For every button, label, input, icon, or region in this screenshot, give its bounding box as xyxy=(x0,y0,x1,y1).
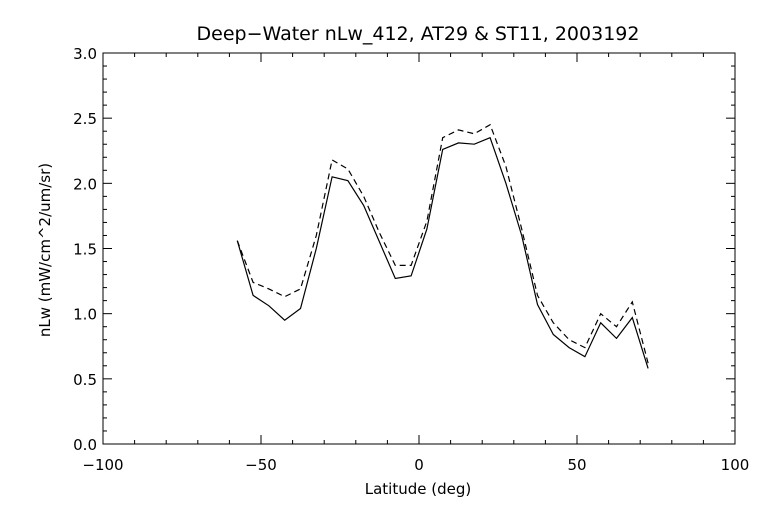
x-axis-label: Latitude (deg) xyxy=(365,480,471,498)
y-tick-label: 2.5 xyxy=(73,110,97,128)
x-tick-label: 50 xyxy=(567,456,586,474)
y-axis-label: nLw (mW/cm^2/um/sr) xyxy=(36,163,54,337)
series-lines xyxy=(236,123,649,369)
y-tick-label: 0.5 xyxy=(73,371,97,389)
series-line-dashed xyxy=(236,123,649,364)
y-tick-label: 1.5 xyxy=(73,241,97,259)
x-tick-label: 0 xyxy=(414,456,424,474)
x-tick-label: 100 xyxy=(721,456,750,474)
axis-ticks xyxy=(102,52,736,445)
y-tick-label: 2.0 xyxy=(73,175,97,193)
plot-frame xyxy=(102,52,736,445)
series-line-solid xyxy=(236,136,649,369)
y-tick-label: 3.0 xyxy=(73,45,97,63)
y-tick-label: 0.0 xyxy=(73,436,97,454)
tick-labels: −100 −50 0 50 100 0.0 0.5 1.0 1.5 2.0 2.5 3.0 xyxy=(73,45,749,474)
x-tick-label: −100 xyxy=(82,456,123,474)
y-tick-label: 1.0 xyxy=(73,306,97,324)
x-tick-label: −50 xyxy=(245,456,277,474)
chart-title: Deep−Water nLw_412, AT29 & ST11, 2003192 xyxy=(197,23,640,45)
